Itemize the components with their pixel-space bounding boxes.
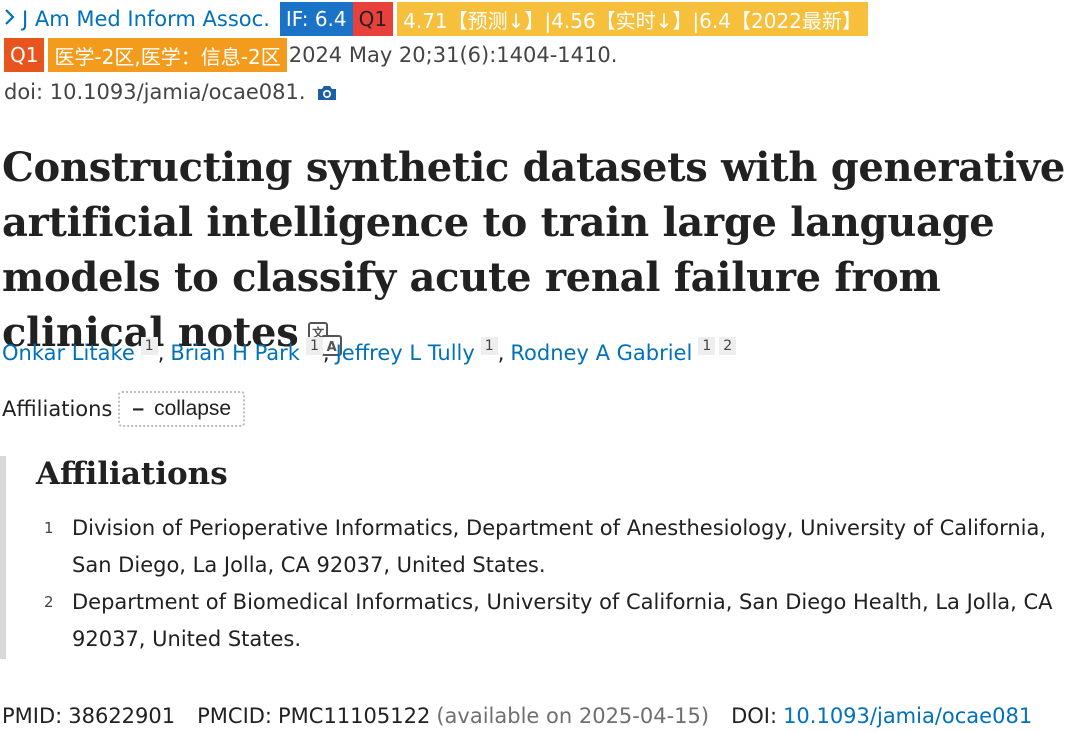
journal-line: J Am Med Inform Assoc. IF: 6.4 Q1 4.71【预… (0, 2, 868, 36)
affiliations-label: Affiliations (2, 397, 113, 421)
affiliations-list: 1 Division of Perioperative Informatics,… (36, 510, 1080, 658)
pmcid-availability-note: (available on 2025-04-15) (436, 704, 710, 728)
doi-link[interactable]: 10.1093/jamia/ocae081 (783, 704, 1033, 728)
affiliation-number: 2 (44, 593, 54, 611)
affiliation-text: Division of Perioperative Informatics, D… (72, 516, 1047, 577)
zone-badge: 医学-2区,医学：信息-2区 (48, 38, 287, 72)
affiliation-number: 1 (44, 519, 54, 537)
author-link[interactable]: Jeffrey L Tully (335, 341, 475, 365)
pmid-value: 38622901 (68, 704, 176, 728)
quartile-badge-2: Q1 (4, 38, 45, 72)
collapse-label: collapse (154, 397, 232, 420)
author-link[interactable]: Brian H Park (170, 341, 300, 365)
affiliation-ref[interactable]: 2 (719, 337, 737, 355)
pmid-label: PMID: (2, 704, 63, 728)
collapse-button[interactable]: – collapse (118, 391, 246, 427)
pmcid-value: PMC11105122 (278, 704, 431, 728)
impact-factor-badge: IF: 6.4 (279, 2, 353, 36)
doi-text: doi: 10.1093/jamia/ocae081. (4, 80, 306, 104)
separator: , (497, 341, 505, 365)
chevron-right-icon[interactable] (4, 7, 22, 31)
affiliations-toggle-row: Affiliations – collapse (2, 390, 246, 428)
camera-icon[interactable] (316, 83, 338, 101)
affiliation-ref[interactable]: 1 (140, 337, 158, 355)
affiliation-ref[interactable]: 1 (480, 337, 498, 355)
impact-trend-badge: 4.71【预测↓】|4.56【实时↓】|6.4【2022最新】 (397, 2, 868, 36)
article-title-text: Constructing synthetic datasets with gen… (2, 144, 1066, 356)
affiliation-item: 2 Department of Biomedical Informatics, … (36, 584, 1080, 658)
separator: , (157, 341, 165, 365)
separator: , (322, 341, 330, 365)
affiliation-text: Department of Biomedical Informatics, Un… (72, 590, 1053, 651)
affiliations-panel: Affiliations 1 Division of Perioperative… (0, 456, 1080, 659)
journal-line-2: Q1 医学-2区,医学：信息-2区 2024 May 20;31(6):1404… (4, 38, 617, 72)
affiliation-ref[interactable]: 1 (305, 337, 323, 355)
affiliation-item: 1 Division of Perioperative Informatics,… (36, 510, 1080, 584)
author-link[interactable]: Onkar Litake (2, 341, 135, 365)
pmcid-label: PMCID: (197, 704, 273, 728)
doi-line: doi: 10.1093/jamia/ocae081. (4, 76, 338, 108)
svg-text:A: A (327, 340, 337, 355)
minus-icon: – (132, 397, 145, 420)
journal-name-link[interactable]: J Am Med Inform Assoc. (22, 7, 270, 31)
quartile-badge: Q1 (352, 2, 394, 36)
author-link[interactable]: Rodney A Gabriel (510, 341, 693, 365)
citation-text: 2024 May 20;31(6):1404-1410. (288, 43, 618, 67)
affiliations-heading: Affiliations (36, 456, 228, 492)
affiliation-ref[interactable]: 1 (698, 337, 716, 355)
identifiers-line: PMID: 38622901 PMCID: PMC11105122 (avail… (2, 700, 1032, 732)
article-title: Constructing synthetic datasets with gen… (2, 140, 1078, 360)
author-list: Onkar Litake 1 , Brian H Park 1 , Jeffre… (2, 336, 737, 370)
doi-label: DOI: (731, 704, 778, 728)
